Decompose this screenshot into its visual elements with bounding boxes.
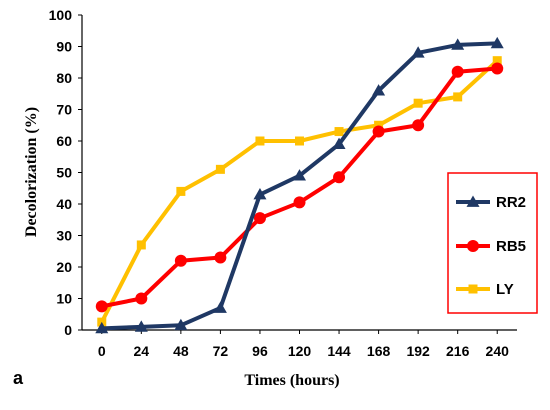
- data-point-ly: [136, 240, 146, 250]
- data-point-rr2: [451, 38, 465, 50]
- data-point-ly: [492, 56, 502, 66]
- y-axis-title: Decolorization (%): [23, 107, 40, 237]
- series-ly: [97, 56, 502, 327]
- x-tick-label: 120: [288, 343, 312, 359]
- series-line-rb5: [101, 66, 498, 309]
- x-tick-label: 96: [252, 343, 268, 359]
- data-point-rr2: [372, 84, 386, 96]
- x-tick-label: 216: [446, 343, 470, 359]
- legend-swatch-marker: [467, 240, 479, 252]
- x-tick-label: 168: [367, 343, 391, 359]
- data-point-ly: [215, 164, 225, 174]
- data-point-rb5: [372, 125, 385, 138]
- series-line-rr2: [101, 41, 498, 331]
- y-tick-label: 20: [56, 259, 72, 275]
- data-point-ly: [374, 120, 384, 130]
- data-point-rb5: [333, 171, 346, 184]
- legend-label: RB5: [496, 238, 526, 255]
- legend-label: RR2: [496, 194, 526, 211]
- data-point-rr2: [332, 137, 346, 150]
- y-tick-label: 50: [56, 165, 72, 181]
- legend-label: LY: [496, 281, 514, 298]
- x-tick-label: 240: [486, 343, 510, 359]
- data-point-rr2: [134, 320, 148, 332]
- data-point-ly: [176, 186, 186, 196]
- y-tick-label: 30: [56, 228, 72, 244]
- x-tick-labels: 0 24 48 72 96 120 144 168 192 216 240: [98, 343, 509, 359]
- series-rr2: [95, 36, 504, 334]
- legend-item-rb5: RB5: [456, 238, 526, 255]
- panel-label: a: [13, 368, 24, 388]
- y-tick-label: 90: [56, 39, 72, 55]
- data-point-rb5: [412, 119, 425, 132]
- x-tick-label: 24: [134, 343, 150, 359]
- data-point-ly: [255, 136, 265, 146]
- legend-item-rr2: RR2: [456, 194, 526, 211]
- series-rb5: [95, 62, 504, 313]
- y-tick-label: 100: [49, 7, 73, 23]
- x-tick-label: 0: [98, 343, 106, 359]
- x-tick-label: 192: [406, 343, 430, 359]
- x-tick-label: 48: [173, 343, 189, 359]
- data-point-rr2: [293, 169, 306, 181]
- series-layer: [95, 36, 504, 334]
- axes: [78, 14, 517, 334]
- data-point-rb5: [451, 65, 464, 78]
- y-tick-label: 40: [56, 196, 72, 212]
- legend-swatch-marker: [468, 284, 478, 294]
- data-point-ly: [453, 92, 463, 102]
- data-point-ly: [334, 127, 344, 137]
- y-tick-label: 10: [56, 291, 72, 307]
- y-tick-label: 70: [56, 102, 72, 118]
- data-point-rb5: [174, 254, 187, 267]
- data-point-rr2: [95, 321, 109, 334]
- y-tick-label: 0: [64, 322, 72, 338]
- data-point-ly: [413, 98, 423, 108]
- data-point-rr2: [253, 188, 267, 200]
- data-point-rr2: [490, 36, 504, 49]
- x-tick-label: 72: [213, 343, 229, 359]
- data-point-ly: [295, 136, 304, 146]
- data-point-rr2: [411, 46, 425, 58]
- y-tick-label: 80: [56, 70, 72, 86]
- legend-item-ly: LY: [456, 281, 514, 298]
- data-point-rb5: [135, 292, 148, 305]
- data-point-rb5: [491, 62, 504, 75]
- legend-swatch-marker: [466, 195, 480, 207]
- x-tick-label: 144: [327, 343, 351, 359]
- data-point-rb5: [214, 251, 227, 264]
- legend: RR2 RB5 LY: [447, 172, 538, 314]
- data-point-rr2: [213, 301, 227, 313]
- data-point-rb5: [293, 196, 306, 209]
- x-axis-title: Times (hours): [244, 372, 339, 389]
- data-point-rr2: [174, 318, 188, 331]
- data-point-rb5: [95, 300, 108, 313]
- y-tick-label: 60: [56, 133, 72, 149]
- data-point-rb5: [253, 212, 266, 225]
- y-tick-labels: 0 10 20 30 40 50 60 70 80 90 100: [49, 7, 73, 338]
